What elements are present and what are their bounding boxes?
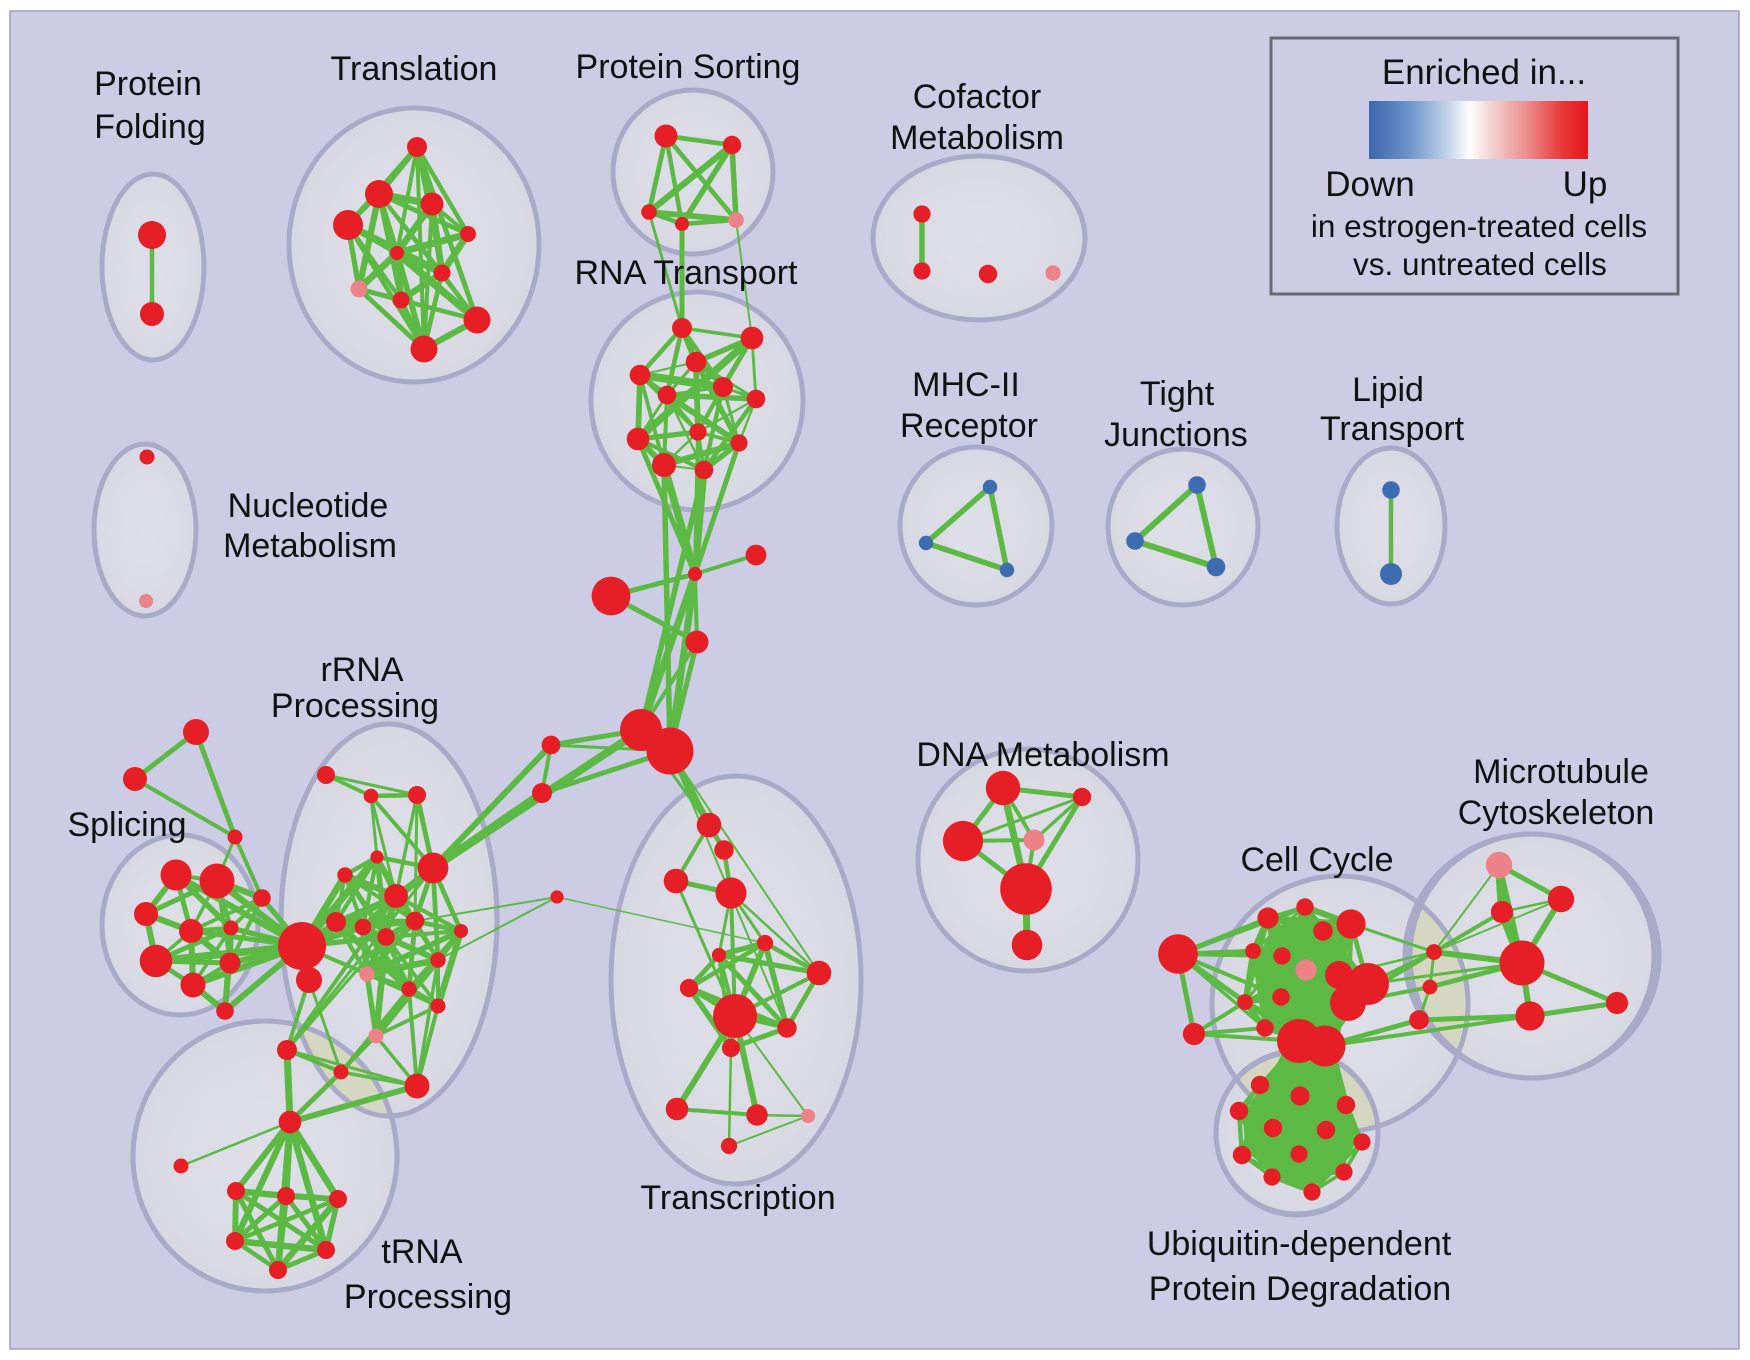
svg-text:Up: Up bbox=[1563, 165, 1608, 204]
svg-text:RNA Transport: RNA Transport bbox=[575, 254, 799, 292]
svg-text:Protein Sorting: Protein Sorting bbox=[576, 48, 801, 86]
svg-text:Cell Cycle: Cell Cycle bbox=[1240, 841, 1393, 879]
svg-text:Folding: Folding bbox=[94, 108, 206, 146]
svg-text:in estrogen-treated cells: in estrogen-treated cells bbox=[1311, 208, 1647, 244]
svg-text:Transport: Transport bbox=[1320, 410, 1465, 448]
svg-text:Translation: Translation bbox=[331, 50, 498, 88]
svg-text:Ubiquitin-dependent: Ubiquitin-dependent bbox=[1147, 1225, 1452, 1263]
svg-text:Processing: Processing bbox=[344, 1278, 512, 1316]
svg-text:Protein Degradation: Protein Degradation bbox=[1149, 1270, 1451, 1308]
svg-text:Nucleotide: Nucleotide bbox=[228, 487, 389, 525]
svg-text:Metabolism: Metabolism bbox=[223, 527, 397, 565]
svg-text:vs. untreated cells: vs. untreated cells bbox=[1353, 246, 1607, 282]
svg-text:Protein: Protein bbox=[94, 65, 202, 103]
svg-text:Cofactor: Cofactor bbox=[913, 78, 1042, 116]
svg-text:Processing: Processing bbox=[271, 687, 439, 725]
svg-text:Tight: Tight bbox=[1140, 375, 1215, 413]
svg-text:Receptor: Receptor bbox=[900, 407, 1038, 445]
svg-text:Splicing: Splicing bbox=[67, 806, 186, 844]
svg-text:MHC-II: MHC-II bbox=[912, 366, 1020, 404]
svg-text:Metabolism: Metabolism bbox=[890, 119, 1064, 157]
svg-text:Transcription: Transcription bbox=[640, 1179, 835, 1217]
svg-text:Junctions: Junctions bbox=[1104, 416, 1248, 454]
svg-text:Microtubule: Microtubule bbox=[1473, 753, 1649, 791]
svg-text:tRNA: tRNA bbox=[381, 1233, 463, 1271]
svg-text:DNA Metabolism: DNA Metabolism bbox=[916, 736, 1169, 774]
svg-text:Cytoskeleton: Cytoskeleton bbox=[1458, 794, 1655, 832]
svg-text:Enriched in...: Enriched in... bbox=[1382, 53, 1586, 92]
svg-text:Lipid: Lipid bbox=[1352, 371, 1424, 409]
svg-text:rRNA: rRNA bbox=[320, 651, 403, 689]
svg-text:Down: Down bbox=[1325, 165, 1414, 204]
